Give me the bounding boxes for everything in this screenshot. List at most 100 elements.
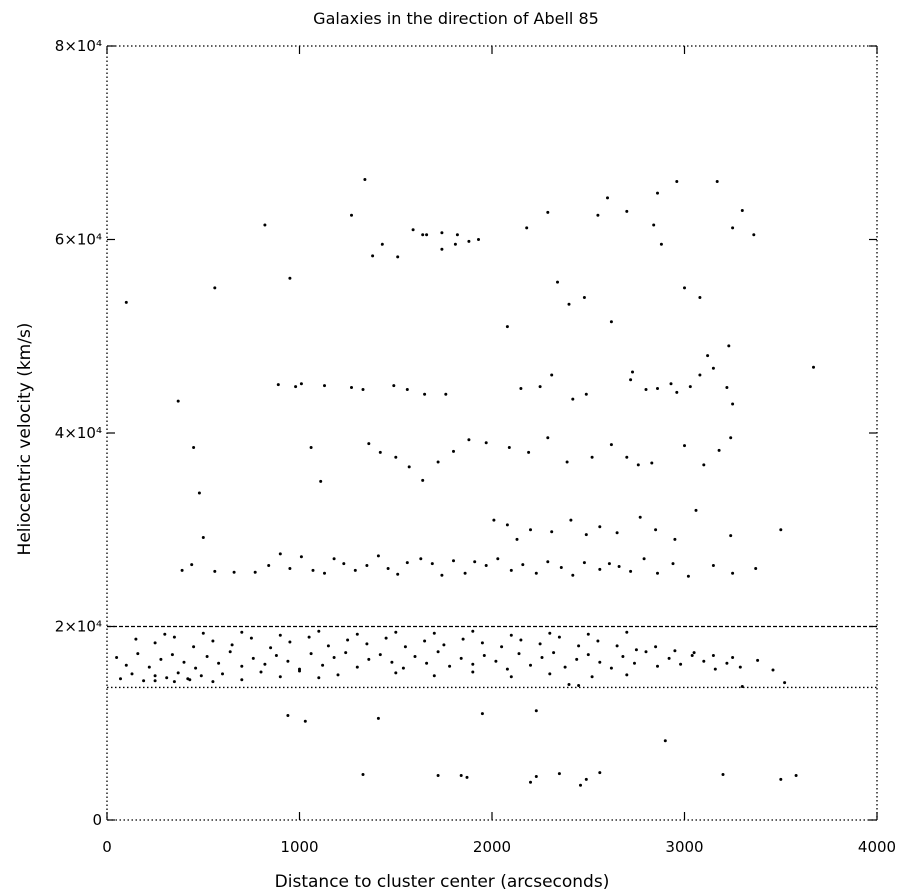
data-point [321,663,325,667]
data-point [644,388,648,391]
data-point [392,384,396,388]
plot-frame [106,45,878,821]
data-point [194,666,198,670]
data-point [163,632,167,636]
data-point [698,296,702,299]
data-point [636,463,640,467]
data-point [650,461,654,465]
data-point [519,638,523,642]
data-point [812,365,815,369]
data-point [361,773,365,776]
data-point [323,384,326,388]
data-point [471,662,475,666]
data-point [740,209,744,212]
y-ticks: 0 2×10⁴ 4×10⁴ 6×10⁴ 8×10⁴ [55,37,877,829]
reference-lines [107,625,877,689]
data-point [571,573,575,577]
data-point [534,571,538,575]
data-point [484,441,488,445]
data-point [692,651,696,655]
y-tick-label-0: 0 [92,811,102,829]
data-point [303,719,307,723]
data-point [228,650,232,654]
data-point [557,772,561,776]
data-point [638,515,642,519]
data-point [596,639,600,643]
data-point [467,239,471,243]
data-point [444,392,448,396]
data-point [259,670,263,674]
data-point [586,653,590,657]
data-point [519,387,523,390]
data-point [729,436,733,440]
data-point [529,528,532,532]
data-point [471,670,475,674]
data-point [380,242,384,246]
data-point [440,573,444,577]
data-point [713,667,717,671]
data-point [538,642,542,646]
data-point [319,479,323,483]
data-point [552,651,556,655]
data-point [546,210,550,214]
data-point [771,668,775,672]
data-point [419,557,423,561]
y-axis-label: Heliocentric velocity (km/s) [15,323,35,556]
data-point [507,446,511,449]
data-point [363,178,367,181]
data-point [579,783,582,787]
data-point [575,657,579,661]
data-point [683,444,686,448]
data-point [669,382,673,386]
data-point [394,671,398,675]
data-point [172,635,176,639]
y-tick-label-1: 2×10⁴ [55,618,102,636]
data-point [715,180,719,183]
data-point [367,442,371,446]
data-point [394,455,398,459]
data-point [317,629,321,633]
data-point [288,567,292,570]
data-point [538,385,542,389]
x-axis-label: Distance to cluster center (arcseconds) [275,872,610,892]
data-point [346,638,350,642]
data-point [411,228,415,232]
data-point [401,666,405,670]
data-point [557,635,561,639]
data-point [455,233,459,237]
data-point [694,508,698,512]
data-point [288,276,292,280]
data-point [496,557,500,561]
data-point [711,564,715,567]
data-point [350,213,353,217]
data-point [725,661,729,665]
data-point [355,632,359,636]
data-point [607,562,611,566]
data-point [756,658,760,662]
data-point [656,571,659,575]
y-tick-label-4: 8×10⁴ [55,37,102,55]
data-point [448,664,452,668]
data-point [711,366,715,370]
data-point [615,644,619,648]
data-point [582,296,586,299]
data-point [436,460,440,464]
data-point [378,653,382,657]
y-tick-label-2: 4×10⁴ [55,424,102,442]
data-point [386,567,390,570]
data-point [617,565,621,568]
data-point [440,247,444,251]
data-point [621,655,625,658]
data-point [779,777,783,781]
data-point [550,373,554,377]
data-point [517,652,521,656]
data-point [725,386,729,389]
data-point [430,562,434,566]
data-point [467,438,471,442]
data-point [299,555,303,559]
data-point [407,465,411,469]
data-point [505,667,509,671]
data-point [656,664,659,668]
data-point [190,563,194,567]
data-point [644,650,648,654]
